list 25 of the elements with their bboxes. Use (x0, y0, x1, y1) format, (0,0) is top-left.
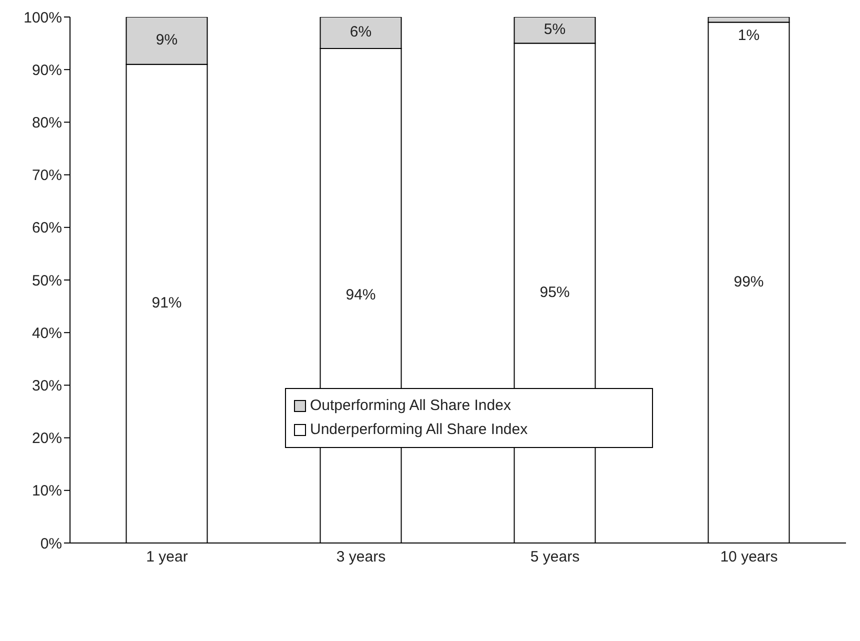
data-label: 94% (346, 286, 376, 304)
y-tick-label: 50% (32, 272, 62, 290)
y-tick-label: 30% (32, 378, 62, 395)
data-label: 6% (350, 24, 372, 41)
x-tick-label: 3 years (336, 548, 386, 566)
legend-label: Outperforming All Share Index (309, 396, 512, 416)
x-tick-label: 5 years (530, 548, 580, 566)
y-tick-label: 60% (32, 220, 62, 237)
x-tick-label: 10 years (720, 548, 778, 566)
y-tick-label: 70% (32, 167, 62, 184)
data-label: 1% (738, 27, 760, 44)
y-tick-label: 10% (32, 482, 62, 500)
y-tick-label: 90% (32, 62, 62, 79)
data-label: 99% (734, 274, 764, 291)
y-tick-label: 80% (32, 114, 62, 132)
y-tick-label: 0% (40, 535, 62, 552)
y-tick-label: 20% (32, 430, 62, 448)
data-label: 5% (544, 21, 566, 38)
data-label: 9% (156, 32, 178, 49)
legend-label: Underperforming All Share Index (309, 420, 529, 440)
y-tick-label: 100% (24, 9, 62, 26)
y-tick-label: 40% (32, 324, 62, 342)
x-tick-label: 1 year (146, 548, 188, 566)
data-label: 95% (540, 284, 570, 302)
data-label: 91% (152, 294, 182, 312)
